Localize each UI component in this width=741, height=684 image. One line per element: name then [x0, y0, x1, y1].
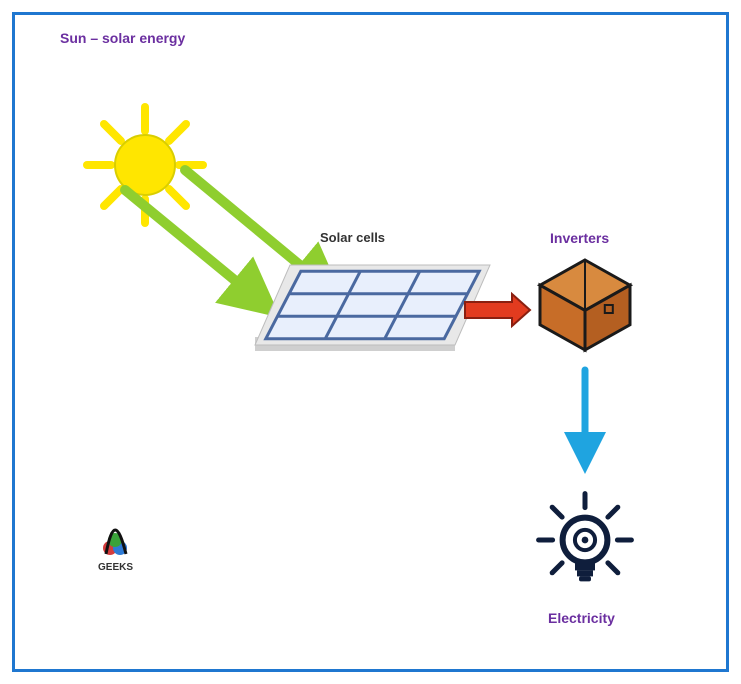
diagram-svg [0, 0, 741, 684]
